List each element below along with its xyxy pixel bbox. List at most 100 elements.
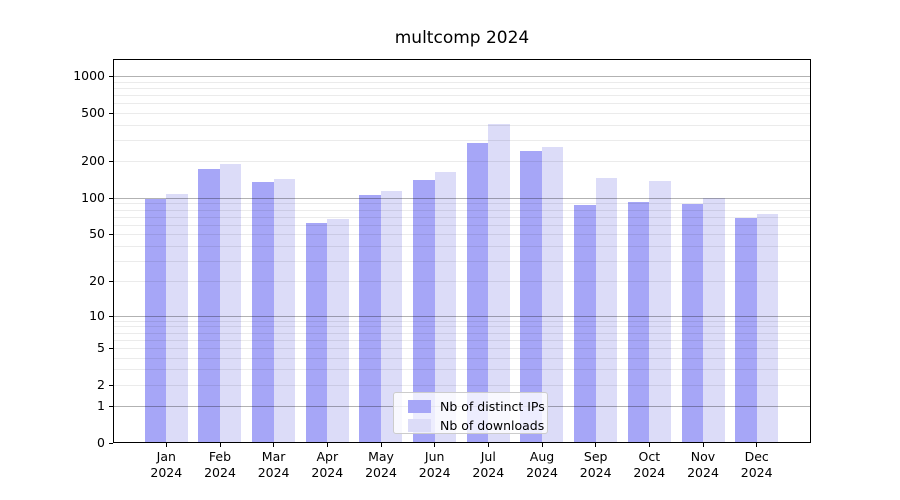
bar-mar-ips [252, 181, 274, 443]
x-tick-label-nov: Nov 2024 [671, 449, 735, 481]
x-tick-apr [326, 443, 328, 447]
bar-jun-ips [413, 180, 435, 443]
x-tick-label-sep: Sep 2024 [564, 449, 628, 481]
x-tick-year: 2024 [204, 465, 236, 480]
y-tick-label-50: 50 [89, 226, 105, 242]
minor-gridline-500 [113, 112, 811, 114]
bar-sep-downloads [595, 177, 618, 443]
bar-feb-downloads [219, 164, 242, 443]
legend: Nb of distinct IPs Nb of downloads [393, 392, 548, 434]
x-tick-may [380, 443, 382, 447]
minor-gridline-900 [113, 81, 811, 83]
x-tick-jul [487, 443, 489, 447]
x-tick-year: 2024 [418, 465, 451, 480]
legend-swatch-downloads [408, 419, 431, 432]
y-axis: 0 1 2 5 10 20 50 100 200 500 1000 [0, 59, 113, 450]
bar-oct-downloads [649, 180, 671, 443]
y-tick-label-100: 100 [81, 189, 105, 205]
y-tick-label-1: 1 [97, 398, 105, 414]
x-tick-year: 2024 [311, 465, 344, 480]
minor-gridline-600 [113, 103, 811, 105]
x-tick-year: 2024 [472, 465, 505, 480]
x-tick-month: Sep [583, 449, 608, 464]
bar-oct-ips [627, 201, 650, 443]
x-tick-month: Jan [156, 449, 176, 464]
x-tick-label-jun: Jun 2024 [403, 449, 467, 481]
x-tick-feb [219, 443, 221, 447]
y-tick-label-500: 500 [81, 104, 105, 120]
x-tick-oct [648, 443, 650, 447]
x-tick-label-apr: Apr 2024 [295, 449, 359, 481]
minor-gridline-400 [113, 124, 811, 126]
bar-dec-downloads [756, 214, 779, 443]
x-tick-month: Aug [529, 449, 555, 464]
y-tick-2 [109, 384, 113, 386]
y-tick-1000 [109, 76, 113, 77]
x-tick-label-may: May 2024 [349, 449, 413, 481]
y-tick-label-200: 200 [81, 153, 105, 169]
y-tick-50 [109, 234, 113, 236]
x-tick-label-jul: Jul 2024 [456, 449, 520, 481]
bar-jan-ips [144, 198, 167, 443]
y-tick-200 [109, 161, 113, 163]
bar-apr-downloads [327, 218, 349, 443]
y-tick-100 [109, 197, 113, 199]
x-tick-year: 2024 [633, 465, 666, 480]
bar-aug-downloads [541, 147, 564, 443]
x-axis: Jan 2024 Feb 2024 Mar 2024 Apr 2024 May 2024 Jun 20… [113, 443, 811, 500]
y-tick-0 [109, 443, 113, 444]
x-tick-month: Apr [316, 449, 339, 464]
bar-nov-ips [681, 204, 703, 443]
y-tick-label-10: 10 [89, 307, 105, 323]
chart-title: multcomp 2024 [394, 28, 530, 48]
y-tick-500 [109, 112, 113, 114]
x-tick-jun [434, 443, 436, 447]
major-gridline-1000 [113, 76, 811, 77]
legend-item-distinct-ips: Nb of distinct IPs [408, 399, 547, 414]
x-tick-month: Dec [744, 449, 769, 464]
bar-aug-ips [520, 150, 542, 443]
x-tick-nov [702, 443, 704, 447]
x-tick-label-feb: Feb 2024 [188, 449, 252, 481]
bar-mar-downloads [273, 179, 296, 443]
y-tick-1 [109, 406, 113, 408]
x-tick-sep [595, 443, 597, 447]
x-tick-year: 2024 [365, 465, 397, 480]
y-tick-label-20: 20 [89, 273, 105, 289]
legend-label-distinct-ips: Nb of distinct IPs [440, 399, 545, 414]
x-tick-month: Nov [690, 449, 716, 464]
x-tick-year: 2024 [579, 465, 612, 480]
bar-sep-ips [574, 204, 596, 443]
x-tick-jan [165, 443, 167, 447]
x-tick-label-oct: Oct 2024 [617, 449, 681, 481]
x-tick-year: 2024 [687, 465, 719, 480]
x-tick-label-dec: Dec 2024 [725, 449, 789, 481]
y-tick-label-0: 0 [97, 435, 105, 450]
x-tick-label-mar: Mar 2024 [242, 449, 306, 481]
bar-may-downloads [380, 191, 403, 443]
x-tick-month: Feb [208, 449, 232, 464]
bar-feb-ips [198, 169, 220, 443]
legend-item-downloads: Nb of downloads [408, 418, 547, 433]
minor-gridline-200 [113, 161, 811, 163]
y-tick-label-5: 5 [97, 339, 105, 355]
bar-dec-ips [735, 218, 757, 443]
x-tick-month: Mar [261, 449, 286, 464]
x-tick-month: May [368, 449, 394, 464]
y-tick-20 [109, 281, 113, 283]
x-tick-mar [273, 443, 275, 447]
x-tick-month: Oct [638, 449, 661, 464]
bar-nov-downloads [703, 197, 725, 443]
bar-jul-ips [466, 142, 489, 443]
x-tick-year: 2024 [150, 465, 183, 480]
legend-swatch-distinct-ips [408, 400, 431, 413]
x-tick-year: 2024 [526, 465, 558, 480]
y-tick-label-1000: 1000 [73, 68, 105, 83]
bar-apr-ips [305, 222, 328, 443]
x-tick-year: 2024 [740, 465, 773, 480]
x-tick-label-jan: Jan 2024 [134, 449, 198, 481]
x-tick-aug [541, 443, 543, 447]
y-tick-label-2: 2 [97, 376, 105, 392]
bar-jun-downloads [434, 171, 457, 443]
